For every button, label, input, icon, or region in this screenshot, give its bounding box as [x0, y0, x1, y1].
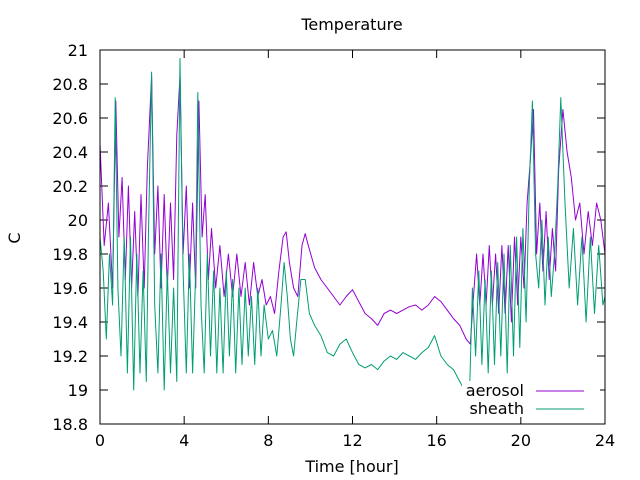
x-tick-label: 8 — [263, 431, 273, 450]
y-tick-label: 20.2 — [52, 177, 88, 196]
y-tick-label: 20.8 — [52, 75, 88, 94]
x-tick-label: 0 — [95, 431, 105, 450]
plot-area-frame — [99, 49, 606, 425]
x-axis-label: Time [hour] — [304, 457, 398, 476]
y-tick-label: 20.6 — [52, 109, 88, 128]
y-tick-label: 19.2 — [52, 347, 88, 366]
x-tick-label: 20 — [511, 431, 531, 450]
y-tick-label: 19 — [68, 381, 88, 400]
x-tick-label: 16 — [426, 431, 446, 450]
x-tick-label: 24 — [595, 431, 615, 450]
series-line-aerosol — [99, 75, 606, 345]
y-tick-label: 20.4 — [52, 143, 88, 162]
y-tick-label: 19.8 — [52, 245, 88, 264]
legend-label-aerosol: aerosol — [466, 381, 524, 400]
y-tick-label: 20 — [68, 211, 88, 230]
y-tick-label: 18.8 — [52, 415, 88, 434]
x-tick-label: 12 — [342, 431, 362, 450]
legend-label-sheath: sheath — [469, 399, 524, 418]
series-layer — [99, 58, 606, 403]
legend-entry-bg — [462, 399, 600, 417]
chart-title: Temperature — [300, 15, 402, 34]
legend-entry-bg — [462, 381, 600, 399]
y-axis-label: C — [5, 232, 24, 243]
series-line-sheath — [99, 58, 606, 403]
x-tick-label: 4 — [179, 431, 189, 450]
y-tick-label: 19.6 — [52, 279, 88, 298]
y-tick-label: 19.4 — [52, 313, 88, 332]
y-tick-label: 21 — [68, 41, 88, 60]
